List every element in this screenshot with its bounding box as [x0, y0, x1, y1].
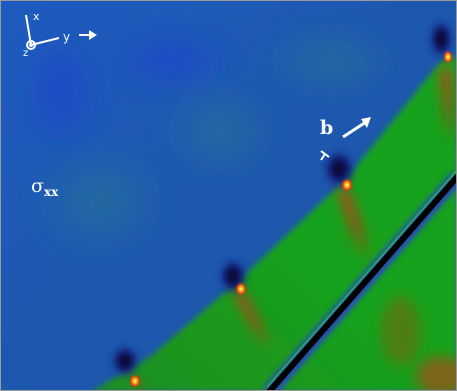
burgers-vector-label: b — [320, 117, 334, 139]
upper-field-variation — [21, 21, 401, 261]
dislocation-core — [129, 374, 141, 388]
core-halos — [109, 17, 455, 379]
axis-z-label: z — [23, 48, 29, 59]
dislocation-symbol-icon — [320, 150, 330, 161]
dislocation-core — [235, 282, 247, 296]
dislocation-cores — [129, 50, 453, 388]
boundary-line — [263, 169, 456, 390]
core-tails — [133, 66, 456, 390]
y-arrow-icon — [89, 30, 97, 40]
axis-y-label: y — [63, 30, 71, 44]
dislocation-core — [341, 178, 353, 192]
stress-component-label: σxx — [31, 175, 59, 199]
green-region — [94, 56, 456, 390]
dislocation-core — [443, 50, 453, 64]
stress-symbol: σ — [31, 175, 44, 197]
burgers-arrow-icon — [342, 117, 371, 139]
axes-icon — [25, 14, 97, 50]
axis-x-label: x — [33, 10, 40, 23]
stress-subscript: xx — [43, 185, 59, 199]
